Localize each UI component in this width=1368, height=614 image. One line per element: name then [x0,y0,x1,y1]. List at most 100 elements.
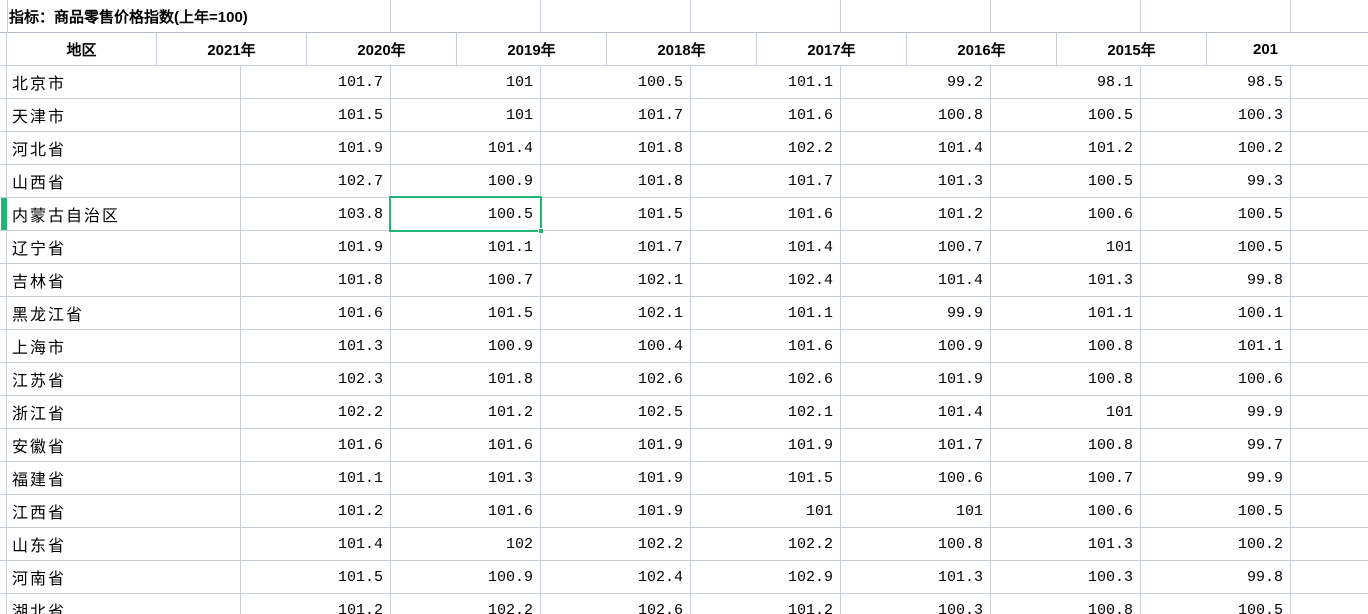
region-cell[interactable]: 北京市 [7,66,241,98]
empty-cell[interactable] [1291,594,1368,614]
region-cell[interactable]: 浙江省 [7,396,241,428]
value-cell[interactable]: 100.7 [391,264,541,296]
empty-cell[interactable] [1291,363,1368,395]
value-cell[interactable]: 98.5 [1141,66,1291,98]
value-cell[interactable]: 101.1 [691,297,841,329]
value-cell[interactable]: 102.4 [541,561,691,593]
value-cell[interactable]: 101.6 [691,330,841,362]
value-cell[interactable]: 101.3 [991,528,1141,560]
value-cell[interactable]: 99.2 [841,66,991,98]
region-cell[interactable]: 上海市 [7,330,241,362]
value-cell[interactable]: 100.8 [841,528,991,560]
value-cell[interactable]: 101.1 [1141,330,1291,362]
value-cell[interactable]: 100.3 [991,561,1141,593]
value-cell[interactable]: 101.6 [691,198,841,230]
value-cell[interactable]: 102 [391,528,541,560]
header-cell-clipped[interactable]: 201 [1253,40,1279,58]
value-cell[interactable]: 101.4 [391,132,541,164]
value-cell[interactable]: 101.4 [841,132,991,164]
value-cell[interactable]: 100.5 [1141,594,1291,614]
empty-cell[interactable] [1291,495,1368,527]
value-cell[interactable]: 102.2 [241,396,391,428]
value-cell[interactable]: 100.9 [391,165,541,197]
value-cell[interactable]: 101.3 [241,330,391,362]
value-cell[interactable]: 100.3 [841,594,991,614]
value-cell[interactable]: 101.2 [691,594,841,614]
value-cell[interactable]: 101.4 [241,528,391,560]
value-cell[interactable]: 101.9 [541,495,691,527]
value-cell[interactable]: 101.7 [541,99,691,131]
value-cell[interactable]: 101.3 [991,264,1141,296]
header-cell-2020[interactable]: 2020年 [307,33,457,65]
value-cell[interactable]: 98.1 [991,66,1141,98]
value-cell[interactable]: 102.2 [541,528,691,560]
header-cell-2015[interactable]: 2015年 [1057,33,1207,65]
value-cell[interactable]: 100.9 [391,561,541,593]
value-cell[interactable]: 101.3 [841,165,991,197]
header-cell-2019[interactable]: 2019年 [457,33,607,65]
value-cell[interactable]: 100.5 [541,66,691,98]
value-cell[interactable]: 101.1 [241,462,391,494]
empty-cell[interactable] [1291,264,1368,296]
value-cell[interactable]: 102.2 [391,594,541,614]
value-cell[interactable]: 102.4 [691,264,841,296]
value-cell[interactable]: 101 [841,495,991,527]
value-cell[interactable]: 100.6 [991,198,1141,230]
region-cell[interactable]: 江苏省 [7,363,241,395]
fill-handle[interactable] [538,228,544,234]
value-cell[interactable]: 100.7 [841,231,991,263]
region-cell[interactable]: 河北省 [7,132,241,164]
value-cell[interactable]: 101.3 [391,462,541,494]
header-cell-2016[interactable]: 2016年 [907,33,1057,65]
value-cell[interactable]: 101.7 [541,231,691,263]
region-cell[interactable]: 山西省 [7,165,241,197]
value-cell[interactable]: 102.9 [691,561,841,593]
value-cell[interactable]: 101.4 [691,231,841,263]
value-cell[interactable]: 101 [391,99,541,131]
value-cell[interactable]: 102.6 [541,363,691,395]
value-cell[interactable]: 101.4 [841,264,991,296]
value-cell[interactable]: 101.6 [241,429,391,461]
value-cell[interactable]: 102.1 [541,297,691,329]
value-cell[interactable]: 101.9 [241,132,391,164]
value-cell[interactable]: 100.9 [841,330,991,362]
value-cell[interactable]: 99.8 [1141,561,1291,593]
value-cell[interactable]: 101 [991,231,1141,263]
value-cell[interactable]: 99.7 [1141,429,1291,461]
empty-cell[interactable] [1291,198,1368,230]
value-cell[interactable]: 101 [991,396,1141,428]
value-cell[interactable]: 102.5 [541,396,691,428]
empty-cell[interactable] [1291,396,1368,428]
value-cell[interactable]: 100.6 [1141,363,1291,395]
value-cell[interactable]: 102.3 [241,363,391,395]
value-cell[interactable]: 100.8 [991,330,1141,362]
value-cell[interactable]: 100.2 [1141,132,1291,164]
value-cell[interactable]: 101.2 [391,396,541,428]
value-cell[interactable]: 100.9 [391,330,541,362]
value-cell[interactable]: 103.8 [241,198,391,230]
value-cell[interactable]: 101.4 [841,396,991,428]
value-cell[interactable]: 101.8 [541,165,691,197]
region-cell[interactable]: 天津市 [7,99,241,131]
value-cell[interactable]: 101.9 [241,231,391,263]
region-cell[interactable]: 江西省 [7,495,241,527]
value-cell[interactable]: 101.1 [691,66,841,98]
value-cell[interactable]: 100.3 [1141,99,1291,131]
value-cell[interactable]: 101.9 [691,429,841,461]
header-cell-2021[interactable]: 2021年 [157,33,307,65]
header-cell-2017[interactable]: 2017年 [757,33,907,65]
value-cell[interactable]: 101.6 [691,99,841,131]
value-cell[interactable]: 101.7 [691,165,841,197]
value-cell[interactable]: 99.9 [1141,462,1291,494]
value-cell[interactable]: 101.8 [541,132,691,164]
value-cell[interactable]: 100.6 [841,462,991,494]
value-cell[interactable]: 101.2 [991,132,1141,164]
value-cell[interactable]: 100.5 [1141,198,1291,230]
value-cell[interactable]: 101.1 [991,297,1141,329]
region-cell[interactable]: 湖北省 [7,594,241,614]
value-cell[interactable]: 100.5 [991,165,1141,197]
header-cell-2018[interactable]: 2018年 [607,33,757,65]
value-cell[interactable]: 101.5 [541,198,691,230]
empty-cell[interactable] [1291,561,1368,593]
value-cell[interactable]: 100.8 [841,99,991,131]
